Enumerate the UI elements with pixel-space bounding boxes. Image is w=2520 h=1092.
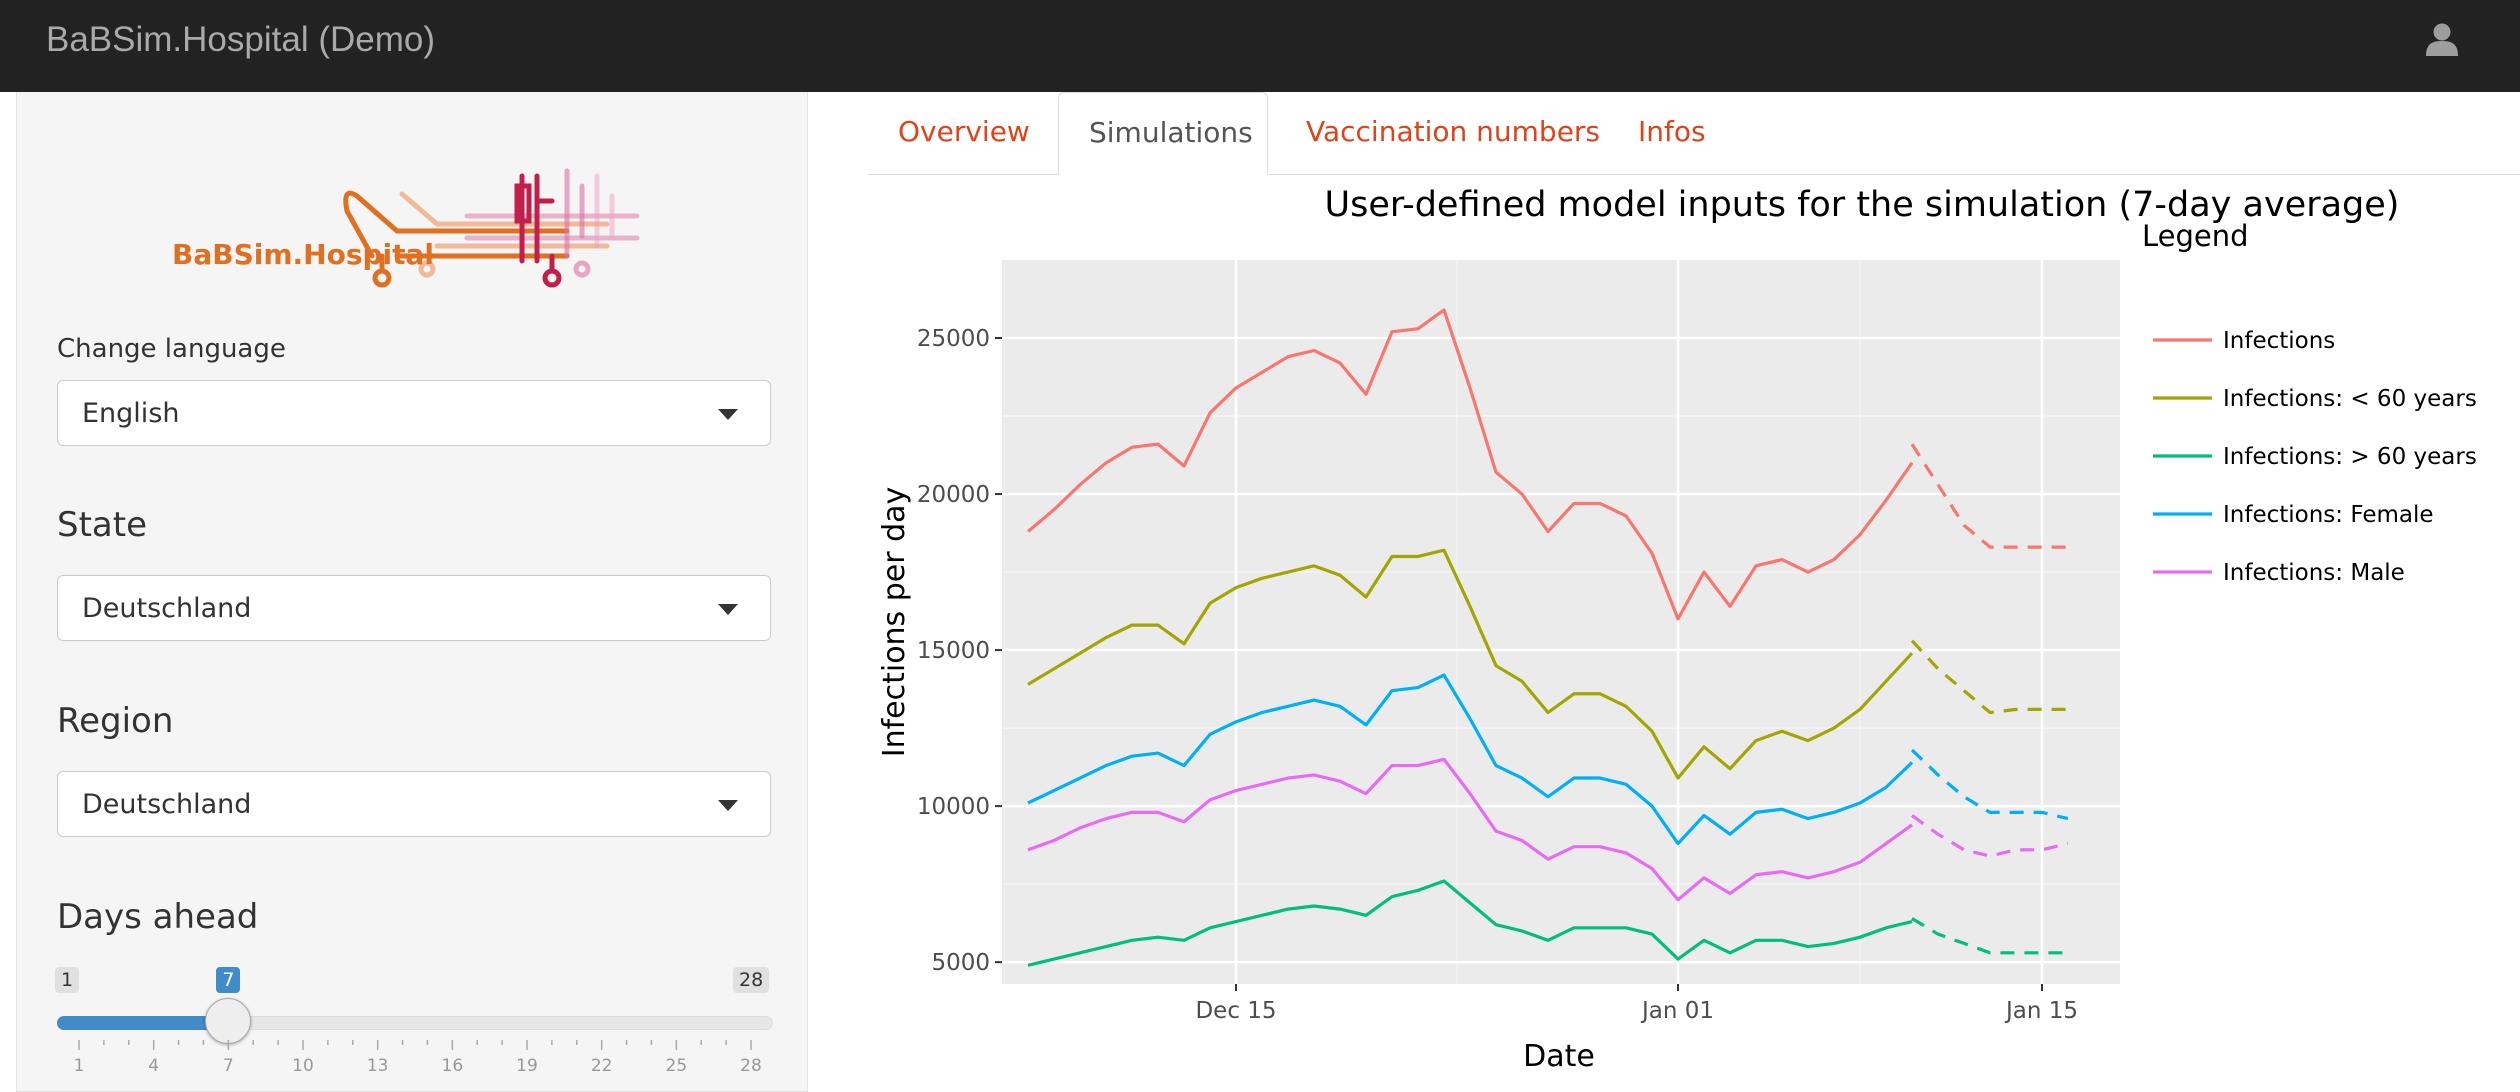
slider-grid-label: 16 [441,1056,464,1076]
x-tick-label: Dec 15 [1195,998,1276,1024]
x-tick-label: Jan 15 [2004,998,2078,1024]
slider-min-label: 1 [55,967,80,993]
babsim-logo: BaBSim.Hospital [172,168,640,288]
simulation-chart: User-defined model inputs for the simula… [877,185,2477,1074]
legend-label: Infections: > 60 years [2223,444,2477,470]
series-line [1027,879,1913,967]
series-forecast-line [1910,639,2068,715]
legend-title: Legend [2142,219,2249,253]
chevron-down-icon [718,800,738,811]
y-tick-label: 10000 [917,794,990,820]
state-label: State [57,505,147,545]
legend-label: Infections: < 60 years [2223,386,2477,412]
user-icon[interactable] [2424,22,2460,56]
navbar: BaBSim.Hospital (Demo) [0,0,2520,92]
y-axis-label: Infections per day [877,487,912,758]
series-forecast-line [1911,814,2069,858]
y-tick-label: 5000 [931,950,990,976]
language-value: English [82,398,180,429]
y-tick-label: 20000 [917,482,990,508]
slider-grid-label: 1 [73,1056,85,1076]
days-ahead-slider-fill [57,1016,229,1030]
region-select[interactable]: Deutschland [57,771,771,837]
tab-bar: Overview Simulations Vaccination numbers… [868,92,2520,175]
y-tick-label: 15000 [917,638,990,664]
series-line [1027,757,1913,902]
x-tick-label: Jan 01 [1640,998,1714,1024]
slider-grid-label: 28 [740,1056,762,1076]
x-axis-label: Date [1523,1039,1595,1074]
slider-grid-label: 19 [516,1056,538,1076]
days-ahead-slider-handle[interactable] [205,998,252,1044]
slider-grid-label: 25 [665,1056,688,1076]
days-ahead-label: Days ahead [57,897,259,937]
series-forecast-line [1910,748,2069,821]
series-line [1027,673,1914,846]
y-tick-label: 25000 [917,326,990,352]
tab-simulations[interactable]: Simulations [1058,92,1268,175]
logo-text: BaBSim.Hospital [172,238,434,271]
chevron-down-icon [718,604,738,615]
chevron-down-icon [718,409,738,420]
state-value: Deutschland [82,593,252,624]
series-line [1026,308,1914,621]
language-select[interactable]: English [57,380,771,446]
slider-grid-label: 13 [366,1056,389,1076]
tab-overview[interactable]: Overview [898,115,1030,148]
series-forecast-line [1911,917,2068,955]
slider-max-label: 28 [733,967,770,993]
slider-grid [78,1040,752,1050]
slider-grid-label: 4 [148,1056,160,1076]
legend-label: Infections: Female [2223,502,2434,528]
legend: Infections Infections: < 60 years Infectio… [2153,328,2477,586]
series-forecast-line [1910,443,2068,549]
sidebar: BaBSim.Hospital Change language English … [16,92,808,1092]
tab-vaccination-numbers[interactable]: Vaccination numbers [1306,115,1601,148]
chart-title: User-defined model inputs for the simula… [1325,185,2400,225]
app-title[interactable]: BaBSim.Hospital (Demo) [46,20,435,59]
legend-label: Infections [2223,328,2335,354]
series-line [1027,548,1914,780]
language-label: Change language [57,334,286,364]
state-select[interactable]: Deutschland [57,575,771,641]
slider-grid-label: 22 [590,1056,613,1076]
region-label: Region [57,701,174,741]
slider-grid-label: 7 [222,1056,234,1076]
legend-label: Infections: Male [2223,560,2405,586]
slider-grid-label: 10 [292,1056,314,1076]
region-value: Deutschland [82,789,252,820]
tab-infos[interactable]: Infos [1638,115,1706,148]
plot-panel [1002,260,2120,984]
slider-value-label: 7 [216,967,241,993]
